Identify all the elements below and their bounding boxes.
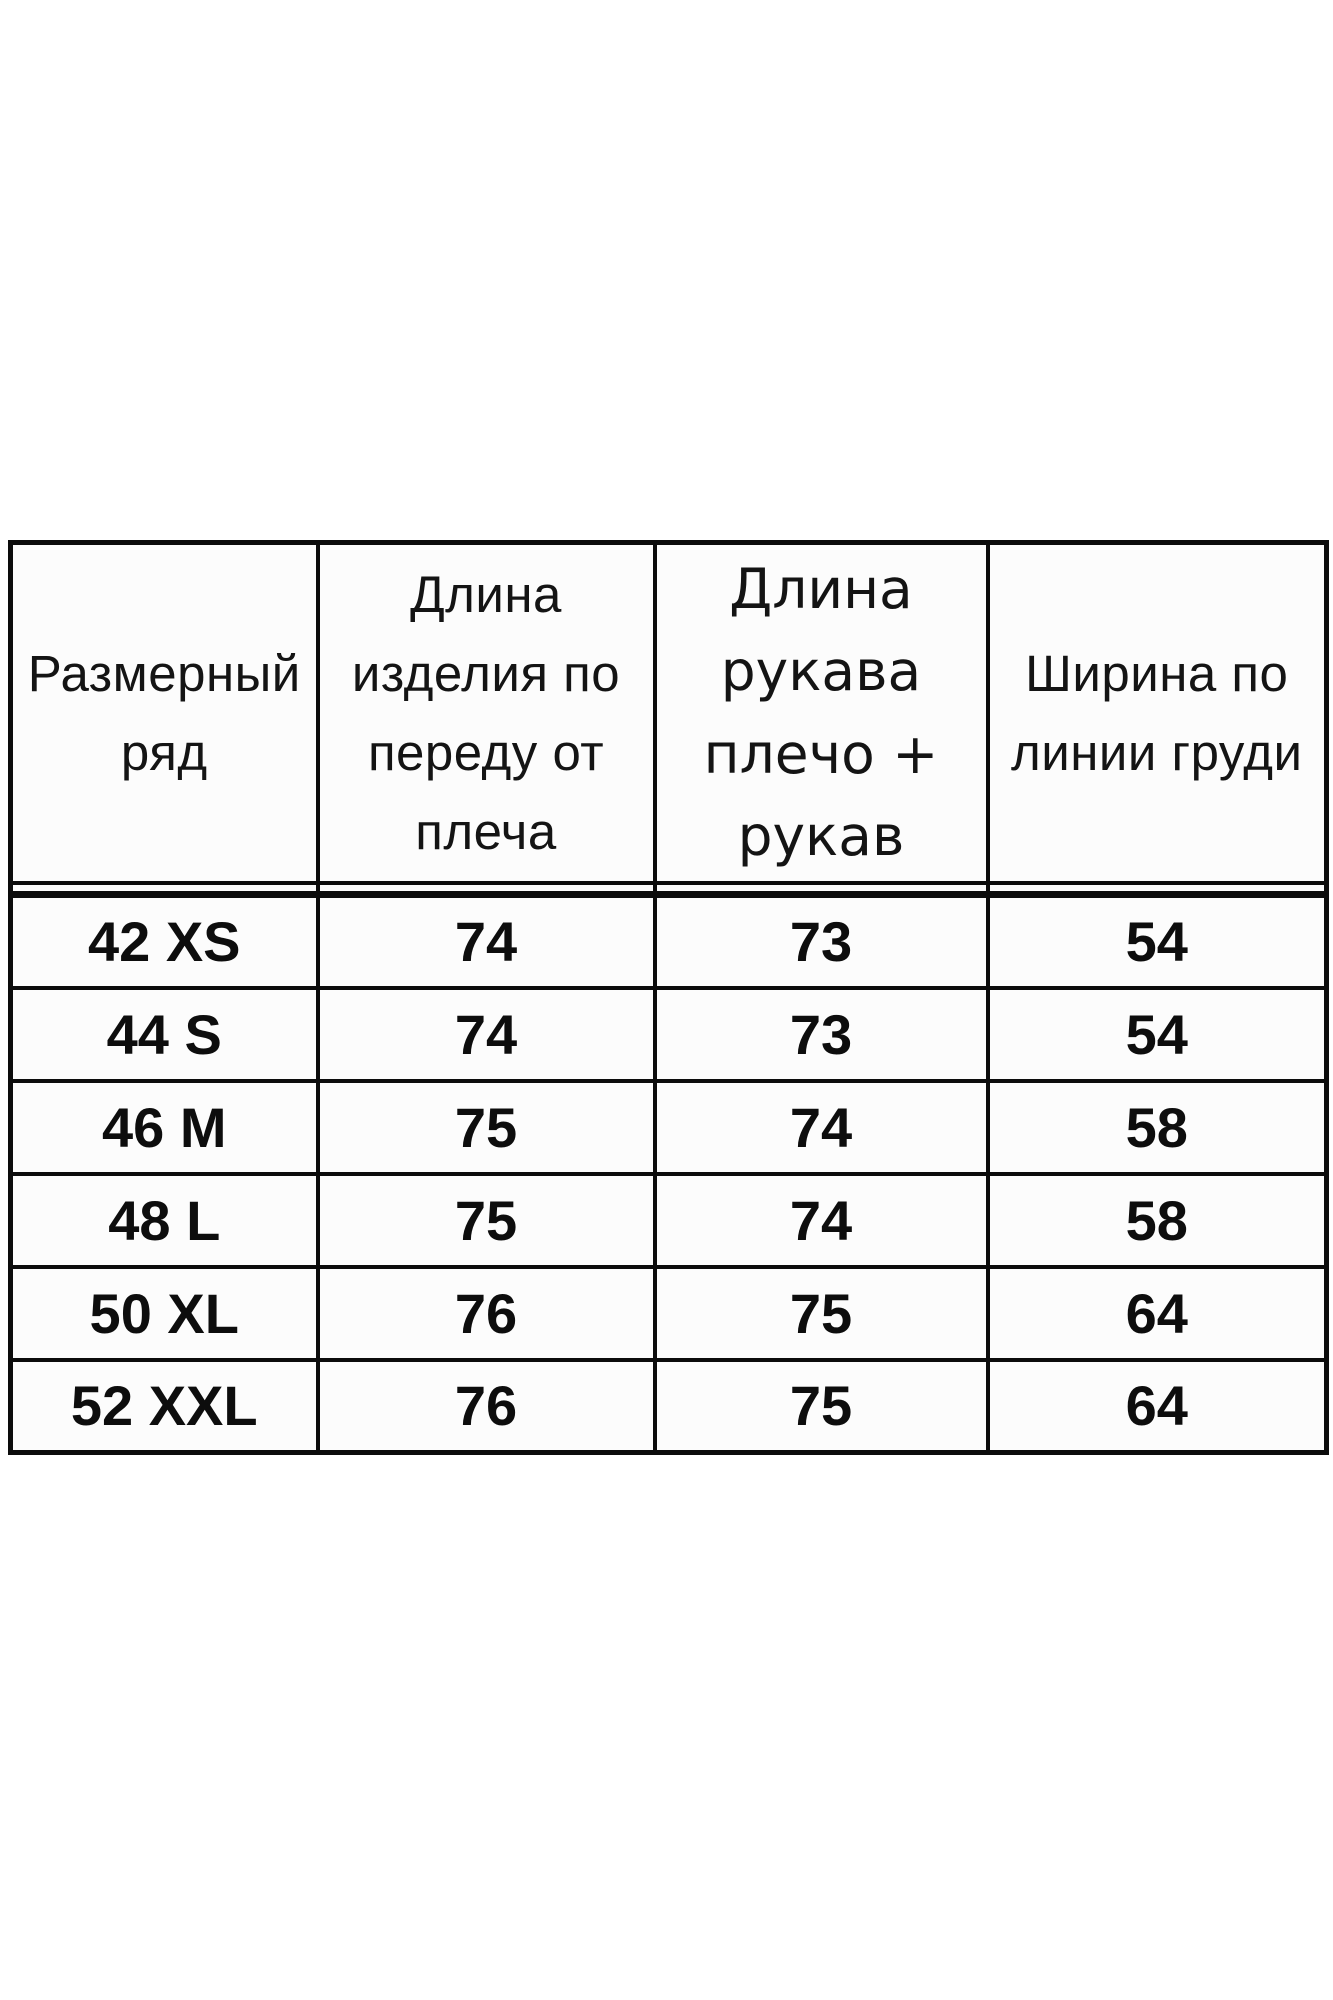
column-header-size-range: Размерный ряд xyxy=(8,540,320,885)
size-cell: 46 M xyxy=(8,1078,320,1176)
separator-cell xyxy=(8,880,320,898)
table-row: 42 XS 74 73 54 xyxy=(8,892,1329,990)
chest-width-cell: 58 xyxy=(985,1078,1329,1176)
chest-width-cell: 54 xyxy=(985,985,1329,1083)
chest-width-cell: 54 xyxy=(985,892,1329,990)
column-header-chest-width: Ширина по линии груди xyxy=(985,540,1329,885)
table-row: 44 S 74 73 54 xyxy=(8,985,1329,1083)
sleeve-length-cell: 73 xyxy=(652,985,990,1083)
column-header-sleeve-length: Длина рукава плечо + рукав xyxy=(652,540,990,885)
sleeve-length-cell: 73 xyxy=(652,892,990,990)
chest-width-cell: 64 xyxy=(985,1357,1329,1455)
front-length-cell: 75 xyxy=(315,1171,657,1269)
size-cell: 52 XXL xyxy=(8,1357,320,1455)
column-header-front-length: Длина изделия по переду от плеча xyxy=(315,540,657,885)
header-row: Размерный ряд Длина изделия по переду от… xyxy=(8,540,1329,885)
size-cell: 50 XL xyxy=(8,1264,320,1362)
chest-width-cell: 58 xyxy=(985,1171,1329,1269)
size-chart-table: Размерный ряд Длина изделия по переду от… xyxy=(8,540,1329,1455)
size-cell: 42 XS xyxy=(8,892,320,990)
size-cell: 48 L xyxy=(8,1171,320,1269)
table-row: 48 L 75 74 58 xyxy=(8,1171,1329,1269)
table-row: 52 XXL 76 75 64 xyxy=(8,1357,1329,1455)
sleeve-length-cell: 74 xyxy=(652,1078,990,1176)
separator-cell xyxy=(315,880,657,898)
front-length-cell: 74 xyxy=(315,985,657,1083)
chest-width-cell: 64 xyxy=(985,1264,1329,1362)
front-length-cell: 75 xyxy=(315,1078,657,1176)
separator-cell xyxy=(652,880,990,898)
front-length-cell: 76 xyxy=(315,1357,657,1455)
front-length-cell: 74 xyxy=(315,892,657,990)
sleeve-length-cell: 75 xyxy=(652,1357,990,1455)
table-row: 46 M 75 74 58 xyxy=(8,1078,1329,1176)
header-separator-row xyxy=(8,880,1329,898)
sleeve-length-cell: 75 xyxy=(652,1264,990,1362)
separator-cell xyxy=(985,880,1329,898)
table-row: 50 XL 76 75 64 xyxy=(8,1264,1329,1362)
size-cell: 44 S xyxy=(8,985,320,1083)
front-length-cell: 76 xyxy=(315,1264,657,1362)
sleeve-length-cell: 74 xyxy=(652,1171,990,1269)
